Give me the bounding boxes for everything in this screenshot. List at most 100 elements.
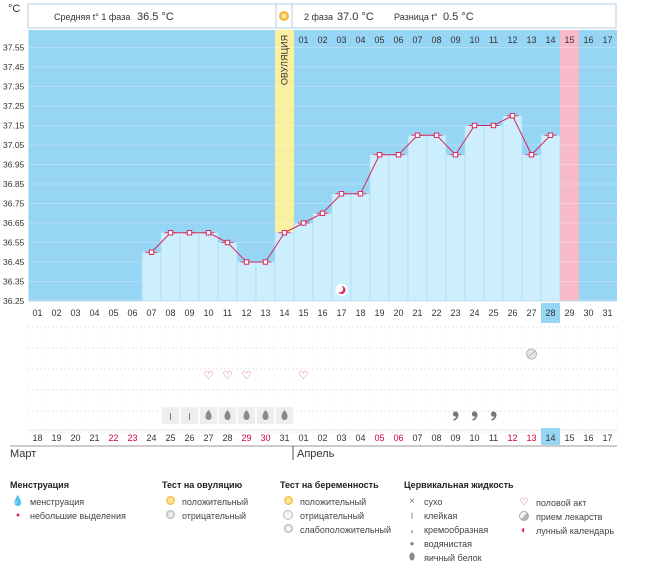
temperature-bar bbox=[426, 134, 447, 302]
date-label: 21 bbox=[89, 433, 99, 443]
watery-drop-icon bbox=[205, 410, 212, 420]
legend-label: яичный белок bbox=[424, 553, 482, 563]
cycle-day-label: 30 bbox=[583, 308, 593, 318]
y-tick-label: 37.55 bbox=[3, 43, 25, 53]
temperature-point bbox=[433, 132, 440, 138]
legend-pregnancy-test: Тест на беременность положительный отриц… bbox=[280, 480, 391, 537]
luteal-day-label: 02 bbox=[317, 35, 327, 45]
legend-item: × сухо bbox=[404, 495, 514, 509]
temperature-point bbox=[547, 132, 554, 138]
legend-item: 💧 менструация bbox=[10, 495, 126, 509]
date-label: 19 bbox=[51, 433, 61, 443]
date-label: 30 bbox=[260, 433, 270, 443]
legend-item: слабоположительный bbox=[280, 523, 391, 537]
temperature-point bbox=[509, 113, 516, 119]
date-label: 11 bbox=[489, 433, 498, 443]
legend-item: ● водянистая bbox=[404, 537, 514, 551]
date-label: 27 bbox=[203, 433, 213, 443]
legend-item: ♡ половой акт bbox=[516, 496, 614, 510]
temperature-point bbox=[414, 132, 421, 138]
cycle-day-label: 27 bbox=[526, 308, 536, 318]
cycle-day-label: 31 bbox=[602, 308, 612, 318]
y-tick-label: 37.15 bbox=[3, 121, 25, 131]
cycle-day-label: 24 bbox=[469, 308, 479, 318]
ovulation-sun-icon bbox=[279, 11, 289, 21]
positive-test-icon bbox=[280, 496, 296, 508]
date-label: 09 bbox=[450, 433, 460, 443]
month-label-april: Апрель bbox=[297, 448, 335, 460]
temperature-bar bbox=[141, 251, 162, 302]
temperature-point bbox=[148, 249, 155, 255]
sticky-icon: I bbox=[169, 412, 172, 423]
date-label: 06 bbox=[393, 433, 403, 443]
legend-label: прием лекарств bbox=[536, 512, 603, 522]
y-tick-label: 37.35 bbox=[3, 82, 25, 92]
cycle-day-label: 22 bbox=[431, 308, 441, 318]
temperature-bar bbox=[312, 212, 333, 302]
luteal-day-label: 05 bbox=[374, 35, 384, 45]
legend-label: отрицательный bbox=[300, 511, 365, 521]
legend-item: ⬮ яичный белок bbox=[404, 551, 514, 565]
date-label: 28 bbox=[222, 433, 232, 443]
temperature-point bbox=[471, 122, 478, 129]
cycle-day-label: 16 bbox=[317, 308, 327, 318]
legend-label: положительный bbox=[300, 497, 367, 507]
cycle-day-label: 10 bbox=[203, 308, 213, 318]
legend-item: прием лекарств bbox=[516, 510, 614, 524]
phase2-value: 37.0 °C bbox=[337, 11, 374, 23]
date-label: 23 bbox=[127, 433, 137, 443]
date-label: 24 bbox=[146, 433, 156, 443]
cycle-day-label: 03 bbox=[70, 308, 80, 318]
temperature-bar bbox=[236, 261, 257, 302]
date-label: 14 bbox=[545, 433, 555, 443]
month-label-march: Март bbox=[10, 448, 36, 460]
diff-value: 0.5 °C bbox=[443, 11, 474, 23]
phase1-value: 36.5 °C bbox=[137, 11, 174, 23]
y-tick-label: 36.45 bbox=[3, 257, 25, 267]
cycle-day-label: 05 bbox=[108, 308, 118, 318]
legend-ovulation-test: Тест на овуляцию положительный отрицател… bbox=[162, 480, 248, 523]
positive-test-icon bbox=[162, 496, 178, 508]
temperature-bar bbox=[293, 222, 314, 302]
y-tick-label: 36.75 bbox=[3, 199, 25, 209]
date-label: 20 bbox=[70, 433, 80, 443]
sticky-icon: I bbox=[188, 412, 191, 423]
cycle-day-label: 15 bbox=[298, 308, 308, 318]
date-label: 04 bbox=[355, 433, 365, 443]
temperature-bar bbox=[179, 232, 200, 302]
luteal-day-label: 03 bbox=[336, 35, 346, 45]
luteal-day-label: 07 bbox=[412, 35, 422, 45]
luteal-day-label: 13 bbox=[526, 35, 536, 45]
heart-icon: ♡ bbox=[223, 370, 233, 382]
cycle-day-label: 25 bbox=[488, 308, 498, 318]
heart-icon: ♡ bbox=[242, 370, 252, 382]
negative-test-icon bbox=[280, 509, 296, 523]
temperature-point bbox=[243, 259, 250, 265]
legend-item: отрицательный bbox=[162, 509, 248, 523]
watery-drop-icon bbox=[224, 410, 231, 420]
cycle-day-label: 28 bbox=[545, 308, 555, 318]
legend-label: клейкая bbox=[424, 511, 458, 521]
moon-icon-shadow bbox=[336, 285, 344, 293]
luteal-day-label: 01 bbox=[298, 35, 308, 45]
cycle-day-label: 21 bbox=[412, 308, 422, 318]
temperature-point bbox=[490, 122, 497, 129]
cycle-day-label: 11 bbox=[223, 308, 232, 318]
cycle-day-label: 17 bbox=[336, 308, 346, 318]
legend-item: ● небольшие выделения bbox=[10, 509, 126, 523]
creamy-icon: , bbox=[410, 524, 414, 535]
date-label: 29 bbox=[241, 433, 251, 443]
y-tick-label: 37.45 bbox=[3, 62, 25, 72]
date-label: 03 bbox=[336, 433, 346, 443]
y-tick-label: 36.25 bbox=[3, 296, 25, 306]
creamy-icon bbox=[452, 411, 459, 417]
legend-item: положительный bbox=[162, 495, 248, 509]
legend-item: отрицательный bbox=[280, 509, 391, 523]
temperature-bar bbox=[388, 154, 409, 302]
temperature-line bbox=[151, 115, 551, 263]
date-label: 16 bbox=[583, 433, 593, 443]
luteal-day-label: 12 bbox=[507, 35, 517, 45]
luteal-day-label: 16 bbox=[583, 35, 593, 45]
watery-drop-icon bbox=[262, 410, 269, 420]
